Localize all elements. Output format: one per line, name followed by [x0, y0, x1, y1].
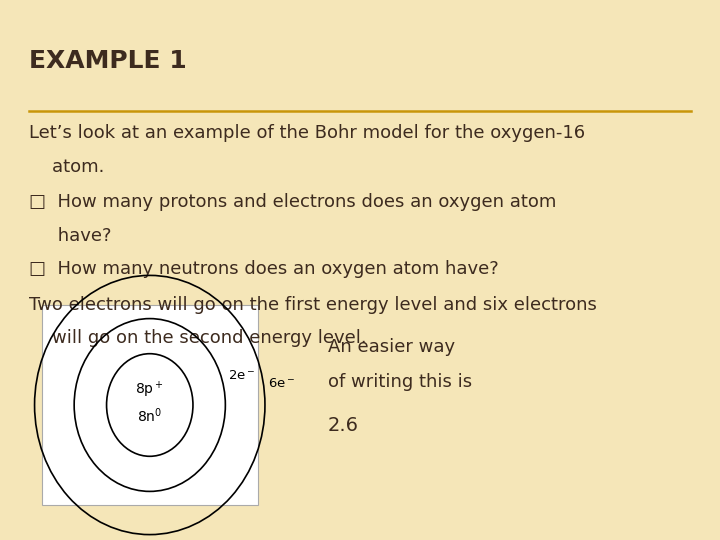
Text: □  How many protons and electrons does an oxygen atom: □ How many protons and electrons does an…: [29, 193, 556, 211]
Text: of writing this is: of writing this is: [328, 373, 472, 390]
FancyBboxPatch shape: [42, 305, 258, 505]
Text: atom.: atom.: [29, 158, 104, 176]
Text: 6e$^-$: 6e$^-$: [268, 377, 295, 390]
Text: 2.6: 2.6: [328, 416, 359, 435]
Text: Two electrons will go on the first energy level and six electrons: Two electrons will go on the first energ…: [29, 296, 597, 314]
Text: An easier way: An easier way: [328, 338, 455, 355]
Text: have?: have?: [29, 227, 112, 245]
Text: 8p$^+$
8n$^0$: 8p$^+$ 8n$^0$: [135, 380, 164, 425]
Text: 2e$^-$: 2e$^-$: [228, 369, 256, 382]
Text: □  How many neutrons does an oxygen atom have?: □ How many neutrons does an oxygen atom …: [29, 260, 498, 278]
Ellipse shape: [107, 354, 193, 456]
Text: EXAMPLE 1: EXAMPLE 1: [29, 49, 186, 72]
Text: Let’s look at an example of the Bohr model for the oxygen-16: Let’s look at an example of the Bohr mod…: [29, 124, 585, 142]
Text: will go on the second energy level.: will go on the second energy level.: [29, 329, 366, 347]
